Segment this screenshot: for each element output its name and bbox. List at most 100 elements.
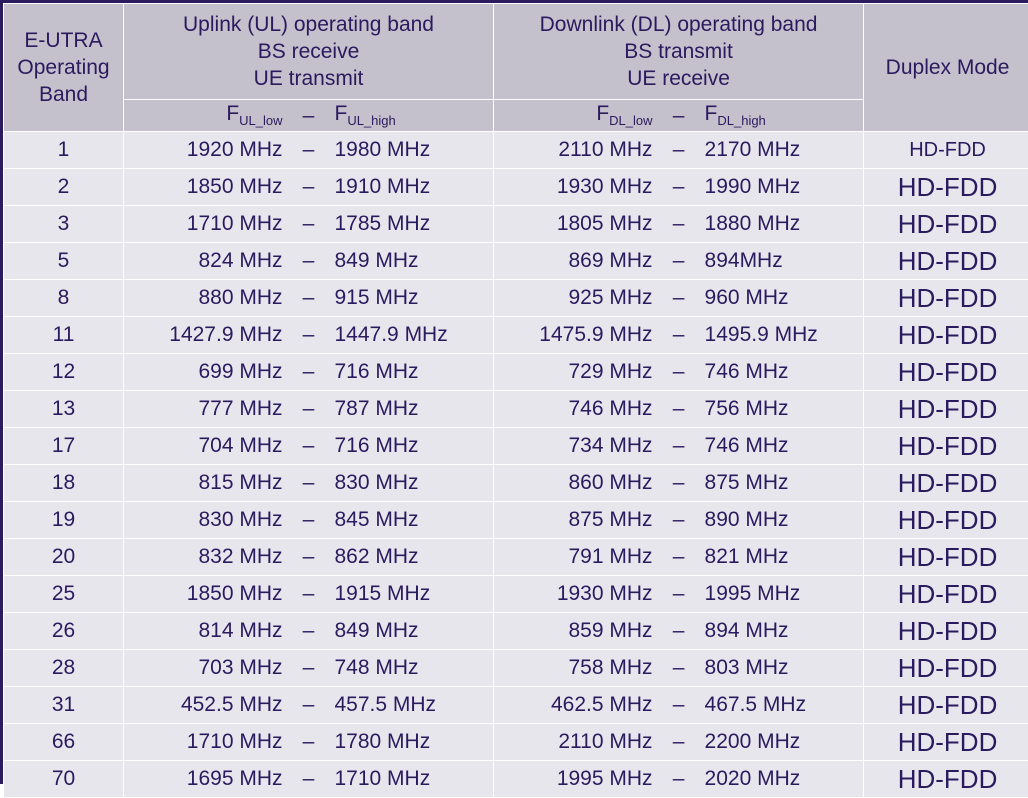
cell-band: 2 xyxy=(4,169,124,206)
cell-duplex: HD-FDD xyxy=(864,687,1028,724)
cell-ul-low: 452.5 MHz xyxy=(124,687,289,724)
cell-dl-low: 746 MHz xyxy=(494,391,659,428)
cell-dl-dash: – xyxy=(659,428,699,465)
cell-ul-high: 1710 MHz xyxy=(329,761,494,798)
cell-dl-dash: – xyxy=(659,539,699,576)
cell-ul-dash: – xyxy=(289,761,329,798)
cell-ul-dash: – xyxy=(289,465,329,502)
cell-ul-dash: – xyxy=(289,206,329,243)
cell-duplex: HD-FDD xyxy=(864,650,1028,687)
cell-ul-high: 830 MHz xyxy=(329,465,494,502)
cell-dl-high: 2020 MHz xyxy=(699,761,864,798)
table-row: 19830 MHz–845 MHz875 MHz–890 MHzHD-FDD xyxy=(4,502,1028,539)
cell-ul-low: 1850 MHz xyxy=(124,576,289,613)
cell-dl-high: 894 MHz xyxy=(699,613,864,650)
cell-band: 20 xyxy=(4,539,124,576)
downlink-header-line2: BS transmit xyxy=(624,40,733,63)
table-row: 17704 MHz–716 MHz734 MHz–746 MHzHD-FDD xyxy=(4,428,1028,465)
cell-band: 26 xyxy=(4,613,124,650)
cell-duplex: HD-FDD xyxy=(864,206,1028,243)
cell-dl-dash: – xyxy=(659,391,699,428)
col-duplex-header: Duplex Mode xyxy=(864,4,1028,132)
cell-ul-low: 1695 MHz xyxy=(124,761,289,798)
table-row: 21850 MHz–1910 MHz1930 MHz–1990 MHzHD-FD… xyxy=(4,169,1028,206)
cell-ul-high: 1980 MHz xyxy=(329,132,494,169)
cell-band: 13 xyxy=(4,391,124,428)
cell-ul-dash: – xyxy=(289,428,329,465)
cell-duplex: HD-FDD xyxy=(864,465,1028,502)
cell-dl-low: 859 MHz xyxy=(494,613,659,650)
cell-ul-high: 862 MHz xyxy=(329,539,494,576)
cell-band: 5 xyxy=(4,243,124,280)
cell-ul-dash: – xyxy=(289,391,329,428)
col-downlink-header: Downlink (DL) operating band BS transmit… xyxy=(494,4,864,100)
cell-dl-low: 1805 MHz xyxy=(494,206,659,243)
cell-dl-low: 869 MHz xyxy=(494,243,659,280)
cell-ul-low: 1710 MHz xyxy=(124,724,289,761)
cell-dl-dash: – xyxy=(659,132,699,169)
subheader-ul-dash: – xyxy=(289,100,329,132)
table-row: 31710 MHz–1785 MHz1805 MHz–1880 MHzHD-FD… xyxy=(4,206,1028,243)
cell-dl-dash: – xyxy=(659,465,699,502)
cell-dl-dash: – xyxy=(659,650,699,687)
cell-dl-high: 890 MHz xyxy=(699,502,864,539)
cell-ul-dash: – xyxy=(289,576,329,613)
cell-dl-dash: – xyxy=(659,724,699,761)
cell-duplex: HD-FDD xyxy=(864,539,1028,576)
cell-ul-high: 457.5 MHz xyxy=(329,687,494,724)
cell-duplex: HD-FDD xyxy=(864,613,1028,650)
cell-duplex: HD-FDD xyxy=(864,391,1028,428)
cell-ul-low: 880 MHz xyxy=(124,280,289,317)
cell-dl-high: 875 MHz xyxy=(699,465,864,502)
cell-band: 25 xyxy=(4,576,124,613)
cell-dl-low: 925 MHz xyxy=(494,280,659,317)
table-row: 111427.9 MHz–1447.9 MHz1475.9 MHz–1495.9… xyxy=(4,317,1028,354)
cell-dl-high: 1880 MHz xyxy=(699,206,864,243)
cell-ul-dash: – xyxy=(289,613,329,650)
cell-ul-high: 1785 MHz xyxy=(329,206,494,243)
uplink-header-line3: UE transmit xyxy=(254,67,364,90)
ful-high-sub: UL_high xyxy=(347,114,395,129)
cell-ul-low: 814 MHz xyxy=(124,613,289,650)
fdl-high-sub: DL_high xyxy=(717,114,765,129)
cell-ul-low: 830 MHz xyxy=(124,502,289,539)
cell-dl-high: 746 MHz xyxy=(699,428,864,465)
cell-dl-dash: – xyxy=(659,206,699,243)
cell-dl-low: 791 MHz xyxy=(494,539,659,576)
cell-ul-low: 1710 MHz xyxy=(124,206,289,243)
cell-band: 8 xyxy=(4,280,124,317)
table-row: 11920 MHz–1980 MHz2110 MHz–2170 MHzHD-FD… xyxy=(4,132,1028,169)
cell-band: 31 xyxy=(4,687,124,724)
cell-band: 18 xyxy=(4,465,124,502)
fdl-low-prefix: F xyxy=(596,102,609,125)
cell-dl-low: 1930 MHz xyxy=(494,576,659,613)
subheader-ful-high: FUL_high xyxy=(329,100,494,132)
cell-ul-high: 1780 MHz xyxy=(329,724,494,761)
cell-duplex: HD-FDD xyxy=(864,428,1028,465)
cell-dl-high: 756 MHz xyxy=(699,391,864,428)
cell-ul-low: 832 MHz xyxy=(124,539,289,576)
table-row: 26814 MHz–849 MHz859 MHz–894 MHzHD-FDD xyxy=(4,613,1028,650)
cell-dl-low: 734 MHz xyxy=(494,428,659,465)
cell-band: 3 xyxy=(4,206,124,243)
cell-dl-low: 875 MHz xyxy=(494,502,659,539)
cell-dl-high: 2170 MHz xyxy=(699,132,864,169)
cell-ul-dash: – xyxy=(289,354,329,391)
cell-dl-low: 860 MHz xyxy=(494,465,659,502)
table-row: 13777 MHz–787 MHz746 MHz–756 MHzHD-FDD xyxy=(4,391,1028,428)
cell-ul-low: 777 MHz xyxy=(124,391,289,428)
cell-duplex: HD-FDD xyxy=(864,280,1028,317)
cell-band: 11 xyxy=(4,317,124,354)
table-row: 31452.5 MHz–457.5 MHz462.5 MHz–467.5 MHz… xyxy=(4,687,1028,724)
cell-band: 17 xyxy=(4,428,124,465)
cell-band: 28 xyxy=(4,650,124,687)
subheader-ful-low: FUL_low xyxy=(124,100,289,132)
cell-ul-high: 849 MHz xyxy=(329,613,494,650)
cell-dl-low: 2110 MHz xyxy=(494,132,659,169)
subheader-fdl-low: FDL_low xyxy=(494,100,659,132)
ful-low-prefix: F xyxy=(226,102,239,125)
cell-dl-low: 1930 MHz xyxy=(494,169,659,206)
cell-dl-dash: – xyxy=(659,761,699,798)
cell-duplex: HD-FDD xyxy=(864,502,1028,539)
col-band-header: E-UTRA Operating Band xyxy=(4,4,124,132)
